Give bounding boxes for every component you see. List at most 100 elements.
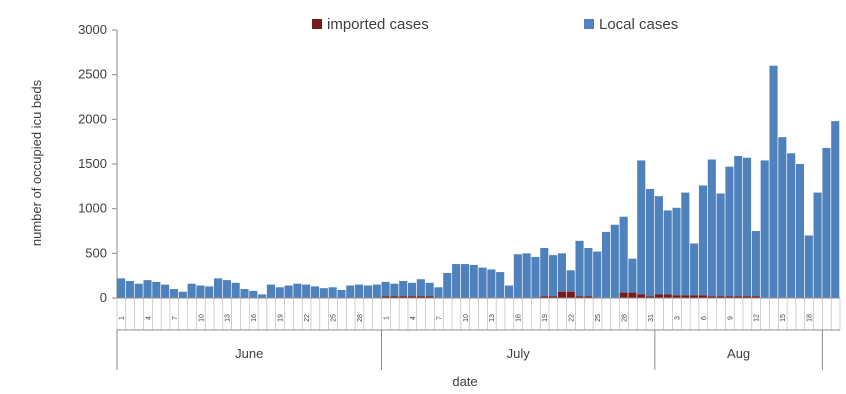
bar-local-cases [240, 289, 249, 298]
x-day-label: 28 [621, 314, 628, 322]
bar-local-cases [434, 287, 443, 298]
bar-local-cases [795, 164, 805, 298]
bar-local-cases [822, 147, 831, 298]
bar-imported-cases [425, 296, 434, 298]
bar-imported-cases [540, 296, 549, 298]
bar-local-cases [381, 281, 390, 297]
x-axis: 1 4 7 10 13 16 19 22 25 28 1 4 7 10 13 16 19 22 25 28 31 3 6 9 1… [116, 297, 841, 370]
bar-local-cases [522, 253, 531, 298]
x-day-label: 22 [569, 314, 576, 322]
bar-imported-cases [716, 296, 725, 298]
bar-imported-cases [743, 296, 752, 298]
x-day-label: 13 [225, 314, 232, 322]
bar-imported-cases [399, 296, 408, 298]
bar-local-cases [161, 284, 170, 298]
bar-local-cases [831, 121, 840, 299]
x-day-label: 25 [331, 314, 338, 322]
bar-local-cases [531, 256, 540, 298]
bar-imported-cases [751, 296, 760, 298]
bar-imported-cases [407, 296, 417, 298]
bar-local-cases [628, 258, 637, 293]
bars [117, 65, 840, 299]
x-day-label: 19 [542, 314, 549, 322]
bar-imported-cases [663, 294, 672, 298]
bar-local-cases [575, 240, 584, 297]
bar-local-cases [769, 65, 778, 298]
bar-local-cases [187, 283, 196, 298]
legend-swatch-imported [312, 19, 322, 29]
bar-local-cases [275, 287, 284, 298]
x-day-label: 12 [754, 314, 761, 322]
bar-local-cases [302, 284, 311, 298]
bar-imported-cases [566, 291, 575, 298]
bar-local-cases [681, 192, 690, 296]
bar-local-cases [654, 196, 663, 295]
bar-local-cases [328, 287, 337, 298]
bar-local-cases [346, 285, 355, 298]
bar-local-cases [231, 282, 240, 298]
bar-imported-cases [416, 296, 425, 298]
bar-local-cases [399, 281, 408, 297]
bar-local-cases [698, 185, 708, 296]
bar-local-cases [416, 279, 425, 297]
legend-swatch-local [584, 19, 594, 29]
x-day-label: 7 [436, 316, 443, 320]
bar-local-cases [152, 281, 161, 298]
x-day-label: 18 [807, 314, 814, 322]
legend-label-local: Local cases [599, 16, 678, 33]
y-tick-label: 500 [85, 245, 107, 260]
bar-imported-cases [557, 291, 566, 298]
y-tick-label: 0 [100, 290, 107, 305]
bar-local-cases [134, 283, 143, 298]
bar-local-cases [372, 284, 381, 298]
x-day-label: 25 [595, 314, 602, 322]
x-day-label: 4 [145, 316, 152, 320]
bar-local-cases [743, 157, 752, 297]
bar-local-cases [293, 283, 302, 298]
x-day-label: 31 [648, 314, 655, 322]
bar-local-cases [205, 286, 214, 298]
bar-imported-cases [698, 295, 708, 298]
bar-local-cases [751, 231, 760, 297]
x-day-label: 9 [727, 316, 734, 320]
bar-local-cases [478, 267, 487, 298]
bar-local-cases [266, 284, 276, 298]
bar-local-cases [390, 283, 399, 297]
bar-local-cases [310, 286, 320, 298]
bar-local-cases [222, 280, 231, 298]
bar-local-cases [804, 235, 813, 298]
bar-imported-cases [381, 296, 390, 298]
bar-local-cases [496, 272, 505, 298]
x-day-label: 3 [674, 316, 681, 320]
x-month-label: July [507, 346, 531, 361]
y-tick-label: 3000 [78, 22, 107, 37]
bar-imported-cases [725, 296, 734, 298]
x-day-label: 16 [251, 314, 258, 322]
legend: imported cases Local cases [312, 16, 678, 33]
bar-imported-cases [549, 296, 558, 298]
bar-local-cases [707, 159, 716, 297]
bar-local-cases [601, 231, 611, 298]
bar-local-cases [117, 278, 126, 298]
bar-local-cases [452, 264, 461, 298]
bar-local-cases [716, 193, 725, 297]
bar-local-cases [504, 285, 514, 298]
bar-local-cases [646, 189, 655, 297]
bar-local-cases [734, 155, 743, 297]
bar-local-cases [249, 290, 258, 298]
bar-local-cases [319, 288, 328, 298]
bar-local-cases [443, 272, 452, 298]
x-day-label: 6 [701, 316, 708, 320]
bar-local-cases [337, 289, 346, 298]
bar-local-cases [584, 247, 593, 297]
bar-local-cases [787, 153, 796, 298]
x-axis-title: date [452, 374, 477, 389]
bar-imported-cases [390, 296, 399, 298]
bar-imported-cases [628, 292, 637, 298]
x-day-label: 13 [489, 314, 496, 322]
bar-local-cases [178, 291, 187, 298]
y-tick-label: 2500 [78, 67, 107, 82]
bar-local-cases [619, 216, 628, 293]
x-day-label: 22 [304, 314, 311, 322]
